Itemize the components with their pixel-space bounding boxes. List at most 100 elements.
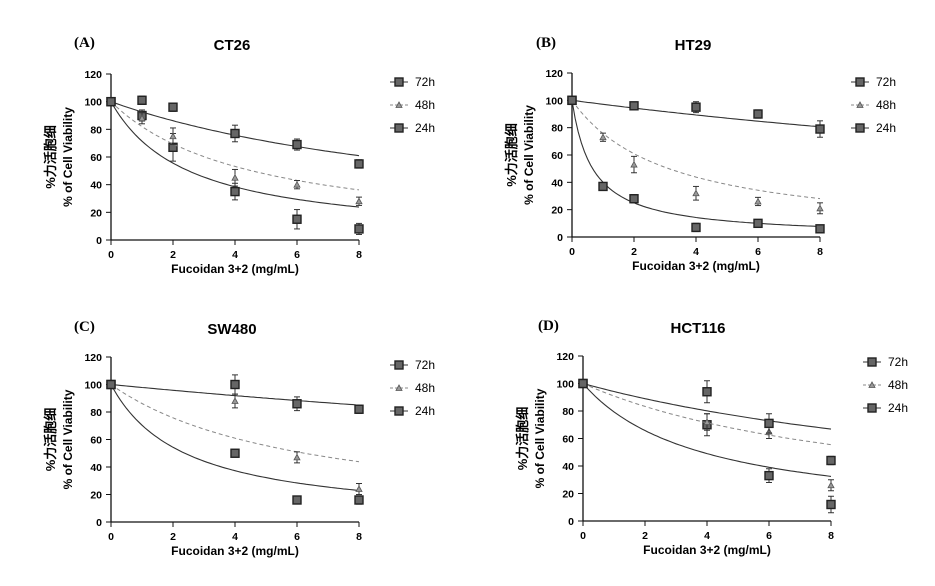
data-point [293,180,301,188]
data-point [815,124,825,134]
y-tick-label: 100 [84,380,102,392]
y-tick-label: 40 [90,462,102,474]
data-point [827,481,835,489]
data-point [231,397,239,404]
legend-label: 48h [415,381,435,395]
x-tick-label: 8 [828,530,834,542]
series-72h [106,379,364,505]
y-tick-label: 20 [90,207,102,219]
x-tick-label: 2 [642,530,648,542]
legend-marker [855,77,865,87]
data-point [826,499,836,510]
y-tick-label: 120 [84,352,102,364]
data-point [691,102,701,112]
legend-label: 72h [876,75,896,89]
data-point [355,485,363,492]
data-point [169,132,177,140]
series-72h [567,95,825,234]
y-tick-label: 0 [96,235,102,247]
y-axis-label-cn: %力活胞细 [43,125,58,189]
y-tick-label: 60 [90,435,102,447]
y-axis-label-cn: %力活胞细 [43,408,58,472]
y-tick-label: 20 [562,489,574,501]
y-tick-label: 60 [90,152,102,164]
fit-curve [582,382,832,430]
y-tick-label: 120 [84,69,102,81]
x-tick-label: 2 [631,246,637,258]
y-axis-label: % of Cell Viability [522,105,536,205]
legend-marker [395,101,403,108]
data-point [292,139,302,150]
legend-label: 48h [876,98,896,112]
data-point [754,197,762,205]
y-axis-label-cn: %力活胞细 [504,123,519,187]
x-tick-label: 0 [108,531,114,543]
fit-curve [110,384,360,463]
fit-curve [110,383,360,406]
y-tick-label: 40 [90,180,102,192]
y-tick-label: 0 [568,516,574,528]
panel-letter: (B) [536,35,556,51]
data-point [137,95,147,105]
y-tick-label: 100 [556,379,574,391]
legend-marker [394,360,404,370]
data-point [764,418,774,429]
fit-curve [571,99,821,128]
data-point [599,133,607,141]
x-tick-label: 6 [755,246,761,258]
data-point [230,128,240,139]
panel-title: HT29 [675,37,712,54]
data-point [598,181,608,192]
legend-marker [394,406,404,416]
data-point [692,189,700,197]
data-point [293,453,301,461]
data-point [702,387,712,397]
y-axis-label: % of Cell Viability [61,389,75,489]
x-tick-label: 8 [817,246,823,258]
legend-label: 24h [876,121,896,135]
legend-label: 24h [415,121,435,135]
fit-curve [582,383,832,446]
legend-marker [855,123,865,133]
x-tick-label: 0 [569,246,575,258]
panel-title: HCT116 [670,320,725,337]
y-tick-label: 80 [551,123,563,135]
fit-curve [110,101,360,191]
y-tick-label: 120 [545,68,563,80]
data-point [355,197,363,205]
x-tick-label: 6 [294,249,300,261]
fit-curve [571,100,821,228]
data-point [354,224,364,234]
data-point [703,418,711,425]
legend-label: 24h [415,404,435,418]
data-point [106,96,116,107]
y-tick-label: 60 [562,434,574,446]
data-point [230,186,240,197]
data-point [106,379,116,390]
data-point [354,159,364,169]
data-point [764,470,774,481]
y-tick-label: 20 [90,490,102,502]
data-point [629,101,639,111]
data-point [816,204,824,212]
y-tick-label: 0 [557,232,563,244]
legend-marker [856,101,864,108]
data-point [354,495,364,505]
panel-letter: (D) [538,318,559,334]
y-tick-label: 20 [551,205,563,217]
data-point [292,495,302,505]
data-point [292,399,302,409]
y-axis-label: % of Cell Viability [533,388,547,488]
data-point [826,455,836,466]
data-point [230,379,240,390]
legend-marker [394,123,404,133]
data-point [292,214,302,224]
y-tick-label: 60 [551,150,563,162]
legend-marker [394,77,404,87]
x-tick-label: 8 [356,249,362,261]
x-tick-label: 0 [108,249,114,261]
data-point [578,378,588,389]
data-point [815,224,825,234]
x-tick-label: 2 [170,531,176,543]
panel-2: (C) SW480 0 20 40 60 80 100 120 0 2 4 6 8 Fucoidan 3+2… [43,319,435,558]
